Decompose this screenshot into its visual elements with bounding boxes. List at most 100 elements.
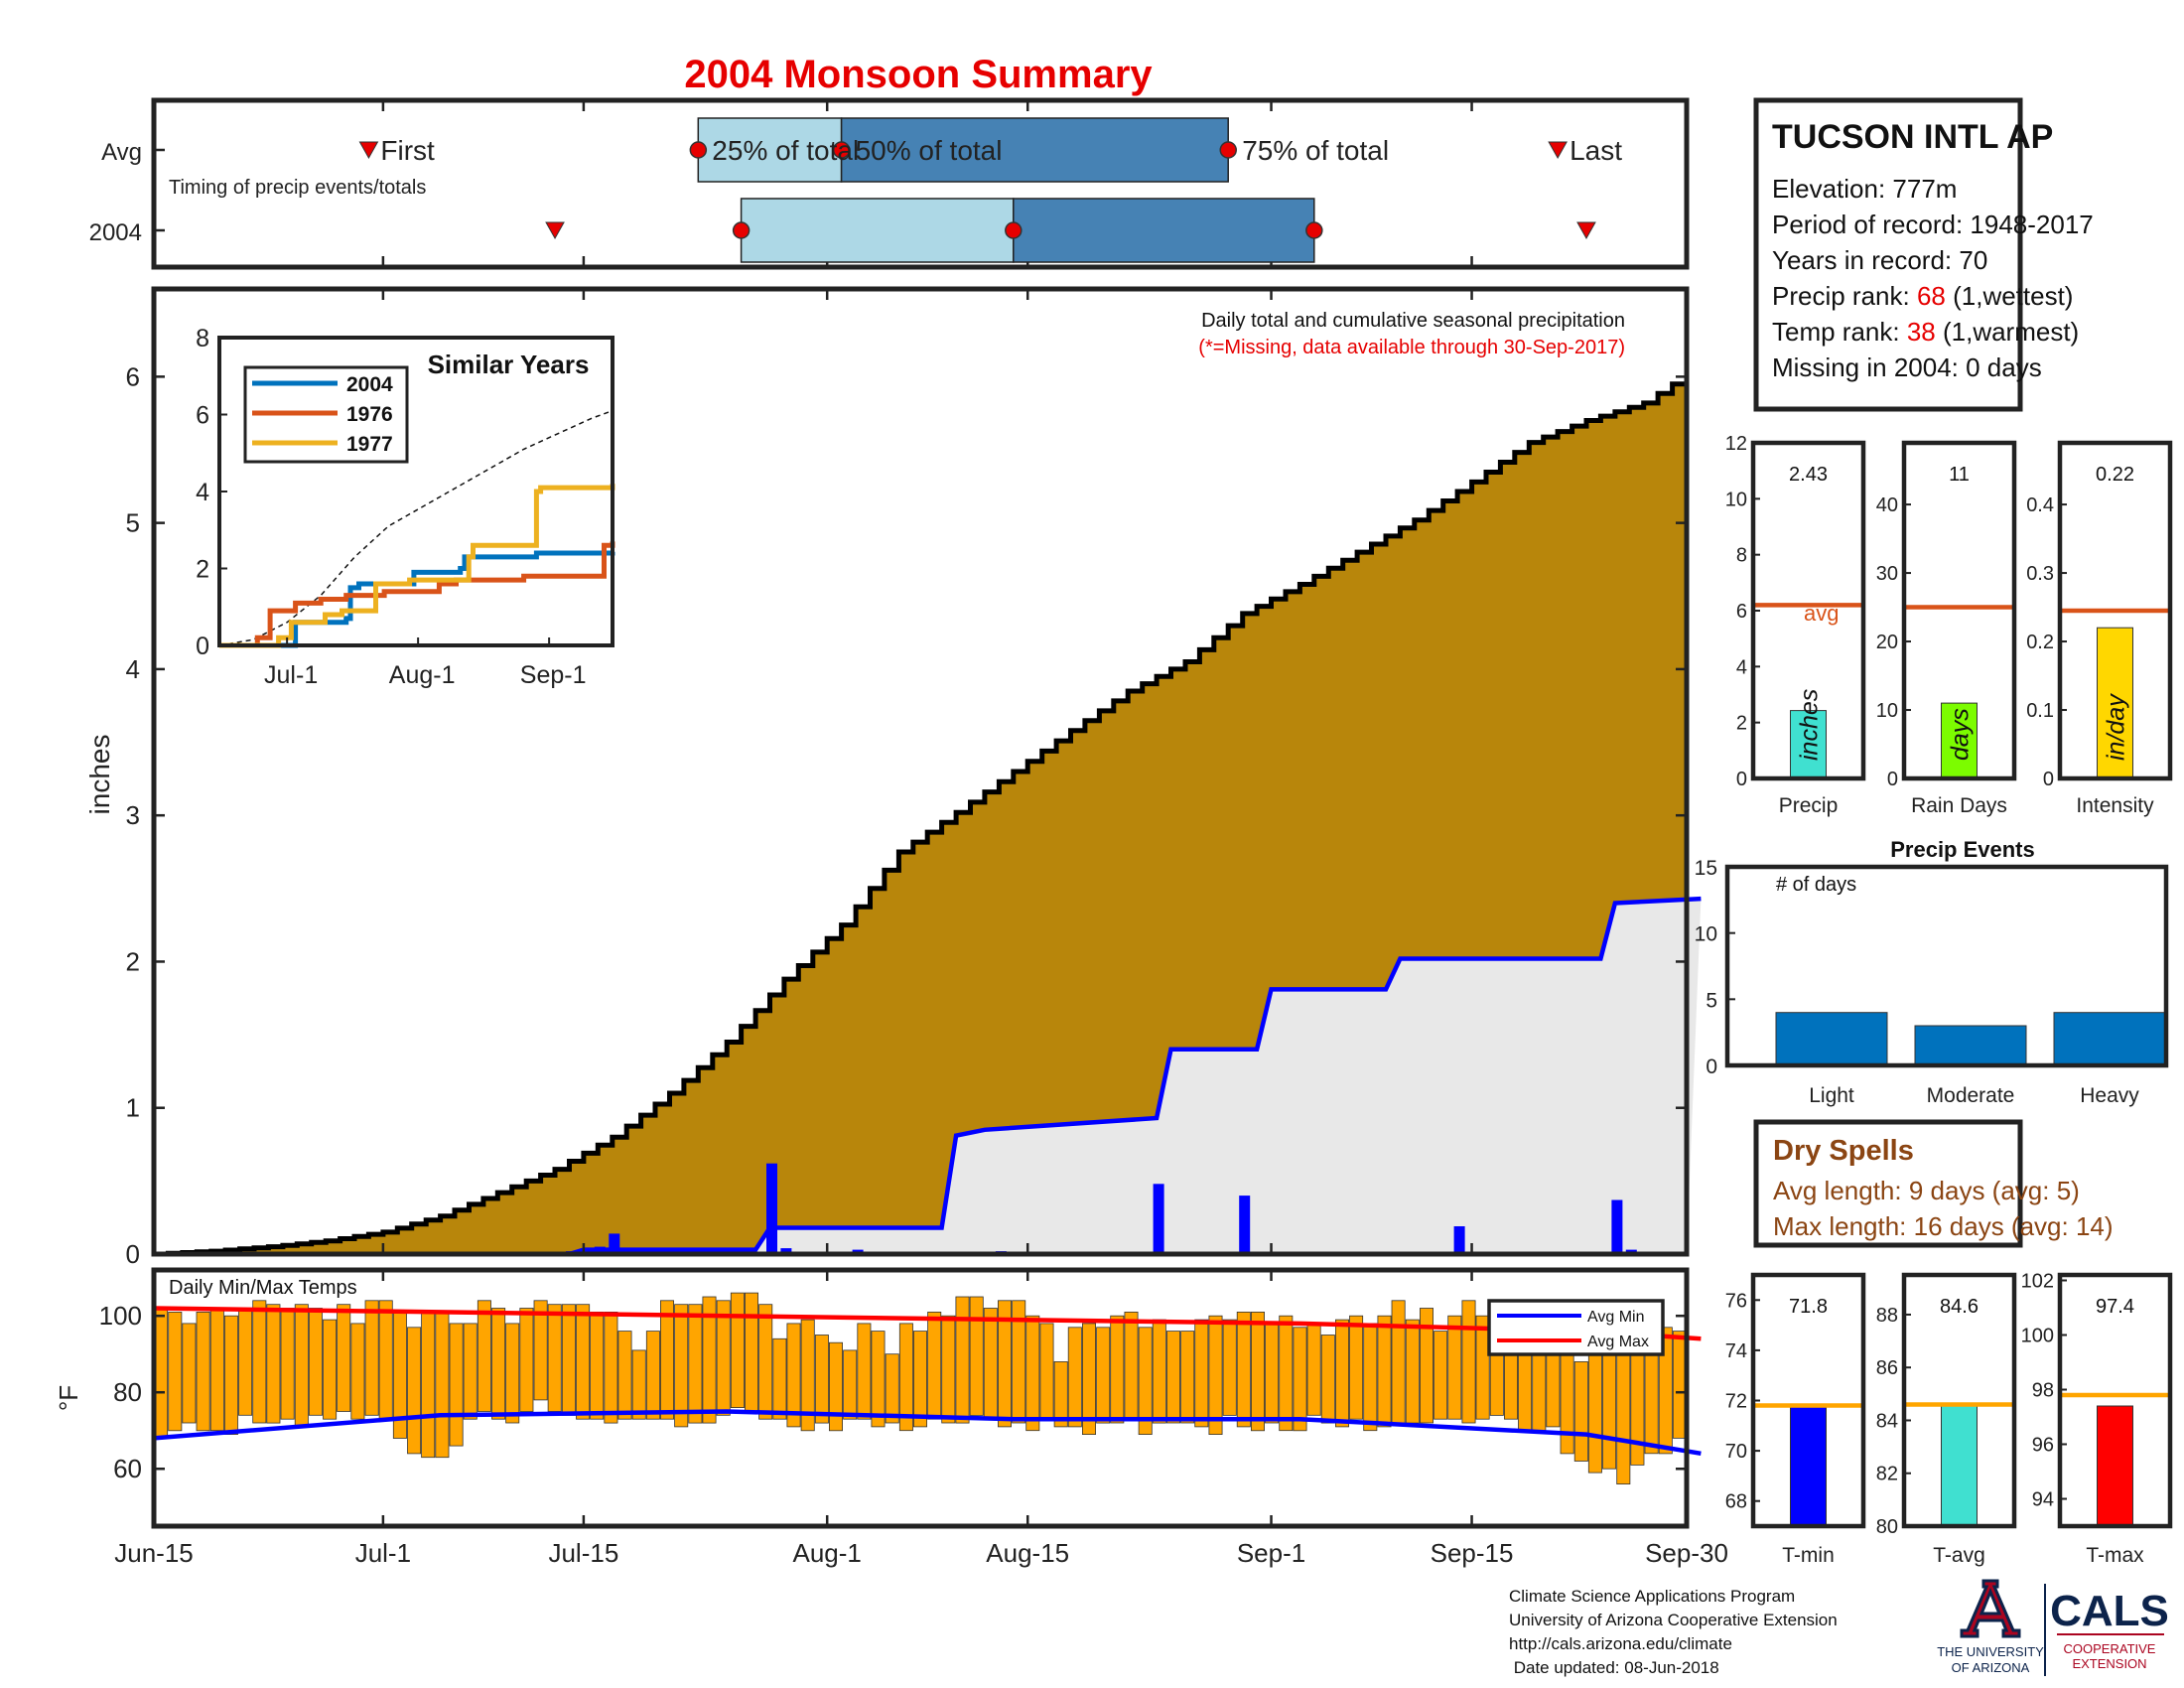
- x-axis-label: Jul-1: [355, 1538, 411, 1568]
- p50-label: 50% of total: [856, 135, 1003, 166]
- daily-temp-bar: [1279, 1315, 1294, 1432]
- summary-bar-panels: 0 2 4 6 8 10 12 2.43 Precip inches 0 10 20 30 40 11 Rain…: [1725, 433, 2173, 817]
- daily-temp-bar: [533, 1300, 548, 1401]
- daily-temp-bar: [814, 1335, 829, 1424]
- station-info-box: TUCSON INTL AP Elevation: 777m Period of…: [1753, 97, 2094, 412]
- p75-label: 75% of total: [1242, 135, 1389, 166]
- inset-year-lines: [219, 484, 615, 648]
- daily-temp-bar: [898, 1323, 913, 1432]
- main-ytick-label: 2: [126, 946, 140, 976]
- intensity-ytick-label: 0.1: [2026, 700, 2054, 722]
- x-axis-label: Sep-15: [1431, 1538, 1514, 1568]
- t-max-frame: [2057, 1272, 2173, 1529]
- daily-temp-bar: [1391, 1300, 1406, 1424]
- rain-days-ytick-label: 0: [1887, 769, 1898, 790]
- daily-temp-bar: [772, 1337, 787, 1420]
- daily-temp-bar: [1067, 1327, 1082, 1428]
- main-ytick-label: 4: [126, 654, 140, 684]
- daily-temp-bar: [1180, 1331, 1195, 1424]
- station-elevation: Elevation: 777m: [1772, 174, 1957, 204]
- event-bar-moderate: [1914, 1025, 2027, 1066]
- temps-x-ticks: [381, 1270, 1473, 1526]
- daily-temp-bar: [280, 1308, 295, 1420]
- t-avg-bar: [1941, 1404, 1978, 1527]
- daily-temp-bar: [1039, 1323, 1054, 1420]
- t-max-ytick-label: 98: [2032, 1380, 2054, 1402]
- t-max-label: T-max: [2086, 1544, 2144, 1567]
- intensity-label: Intensity: [2076, 794, 2154, 817]
- footer-line-4: Date updated: 08-Jun-2018: [1509, 1658, 1719, 1677]
- daily-temp-bar: [758, 1304, 773, 1420]
- temp-rank-label: Temp rank:: [1772, 317, 1907, 347]
- timing-markers: [358, 141, 1596, 240]
- t-min-bar: [1790, 1405, 1827, 1527]
- timing-panel: Avg 2004 Timing of precip events/totals …: [89, 97, 1690, 270]
- t-avg-frame: [1901, 1272, 2017, 1529]
- temps-ytick-label: 60: [113, 1454, 142, 1483]
- event-bar-light: [1775, 1012, 1888, 1066]
- events-y-ticks: 0 5 10 15: [1695, 857, 1735, 1078]
- main-ytick-label: 0: [126, 1239, 140, 1269]
- inset-xtick-label: Sep-1: [520, 661, 587, 689]
- station-period: Period of record: 1948-2017: [1772, 210, 2094, 239]
- t-avg-ytick-label: 86: [1876, 1357, 1898, 1379]
- daily-temp-bar: [182, 1323, 197, 1424]
- daily-temp-bar: [1293, 1327, 1307, 1432]
- intensity-unit: in/day: [2103, 693, 2130, 761]
- timing-row-avg: Avg: [101, 139, 142, 166]
- daily-precip-bar: [1153, 1184, 1164, 1254]
- events-ytick-label: 10: [1695, 923, 1717, 946]
- timing-caption: Timing of precip events/totals: [169, 177, 426, 199]
- daily-temp-bar: [1405, 1319, 1420, 1424]
- main-ytick-label: 5: [126, 508, 140, 538]
- rain-days-unit: days: [1947, 708, 1975, 761]
- daily-temp-bar: [561, 1304, 576, 1416]
- timing-row-year: 2004: [89, 219, 142, 246]
- cals-logo-text: CALS: [2050, 1587, 2169, 1635]
- t-avg-ytick-label: 82: [1876, 1464, 1898, 1485]
- intensity-ytick-label: 0.4: [2026, 494, 2054, 516]
- daily-temp-bar: [308, 1308, 323, 1416]
- t-avg-value: 84.6: [1940, 1296, 1979, 1318]
- daily-temp-bar: [1335, 1319, 1350, 1428]
- t-max-value: 97.4: [2096, 1296, 2134, 1318]
- rain-days-bar: [1941, 702, 1978, 779]
- main-ylabel: inches: [84, 735, 115, 815]
- main-y-ticks: 0 1 2 3 4 5 6: [126, 361, 1687, 1269]
- footer-line-2: University of Arizona Cooperative Extens…: [1509, 1611, 1838, 1629]
- dry-spells-box: Dry Spells Avg length: 9 days (avg: 5) M…: [1753, 1119, 2114, 1248]
- precip-rank-value: 68: [1917, 281, 1946, 311]
- year-quartile-box-lower: [740, 198, 1015, 263]
- t-min-panel: 68 70 72 74 76 71.8 T-min: [1725, 1272, 1866, 1567]
- event-triangle-marker: [1548, 141, 1568, 160]
- intensity-value: 0.22: [2096, 464, 2134, 486]
- temp-bars: [154, 1292, 1687, 1484]
- daily-temp-bar: [1138, 1327, 1153, 1436]
- year-cumulative-line: [154, 896, 1702, 1257]
- daily-temp-bar: [1630, 1337, 1645, 1466]
- daily-temp-bar: [969, 1296, 984, 1416]
- daily-temp-bar: [435, 1312, 450, 1459]
- quartile-dot-marker: [832, 141, 851, 159]
- main-ytick-label: 6: [126, 361, 140, 391]
- university-of-arizona-logo: THE UNIVERSITY OF ARIZONA CALS COOPERATI…: [1937, 1579, 2169, 1676]
- daily-temp-bar: [1587, 1345, 1602, 1474]
- station-precip-rank: Precip rank: 68 (1,wettest): [1772, 281, 2073, 311]
- legend-label-1976: 1976: [346, 403, 393, 426]
- station-temp-rank: Temp rank: 38 (1,warmest): [1772, 317, 2079, 347]
- daily-precip-bar: [780, 1248, 792, 1254]
- daily-temp-bar: [1560, 1349, 1574, 1455]
- intensity-bar: [2097, 627, 2133, 779]
- precip-panel: 0 2 4 6 8 10 12 2.43 Precip inches: [1725, 433, 1866, 817]
- precip-label: Precip: [1779, 794, 1839, 817]
- avg-min-line: [153, 1409, 1702, 1457]
- rain-days-panel: 0 10 20 30 40 11 Rain Days days: [1876, 440, 2017, 817]
- temp-rank-value: 38: [1907, 317, 1936, 347]
- daily-temp-bar: [913, 1331, 928, 1428]
- inset-y-ticks: 0 2 4 6 8: [196, 325, 227, 660]
- year-cumulative-area: [154, 899, 1702, 1254]
- events-ytick-label: 15: [1695, 857, 1717, 880]
- precip-ytick-label: 2: [1736, 713, 1747, 735]
- temps-ytick-label: 80: [113, 1377, 142, 1407]
